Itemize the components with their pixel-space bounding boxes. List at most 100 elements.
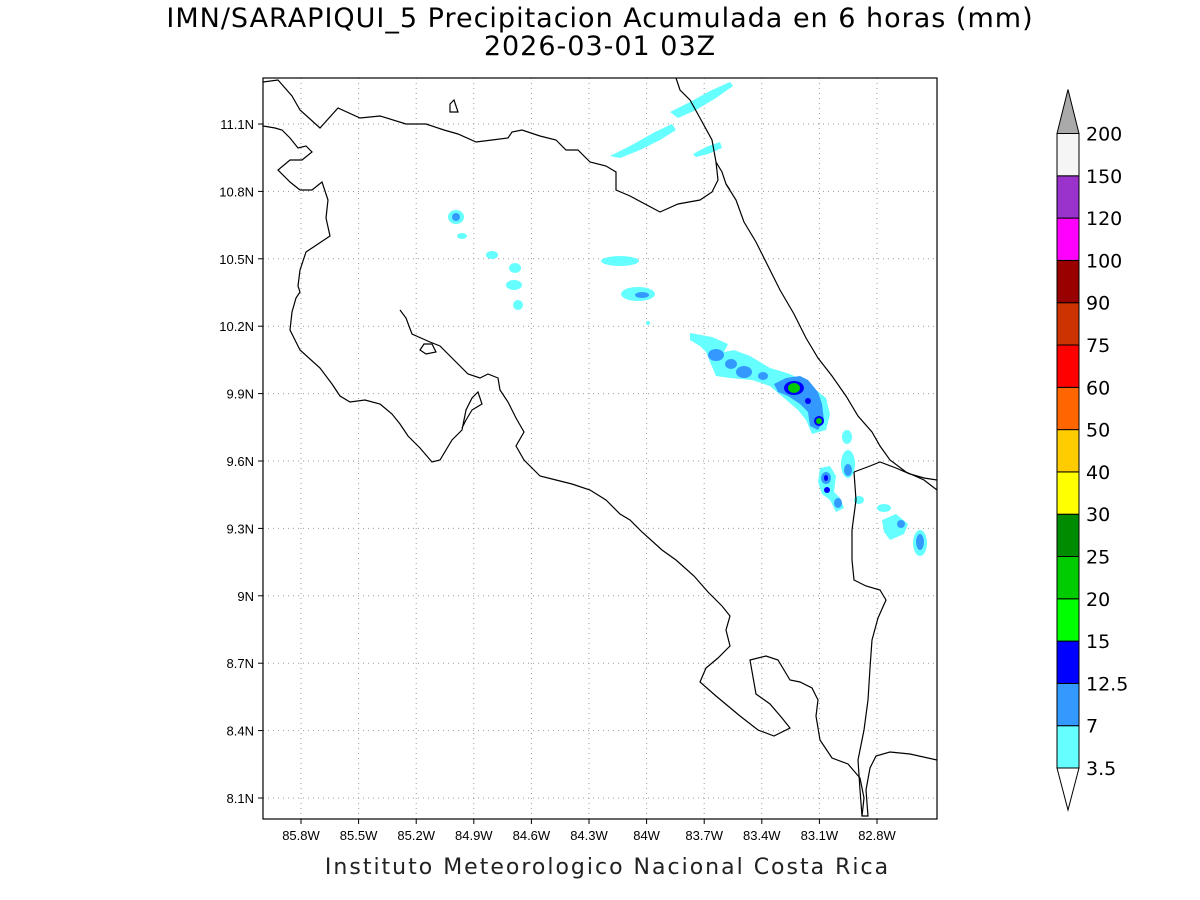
precip-area [842,430,852,444]
legend-label: 40 [1086,462,1110,484]
caribbean-coast [675,78,717,163]
legend-label: 75 [1086,335,1110,357]
y-tick-label: 8.1N [227,791,254,806]
legend-swatch [1056,429,1080,473]
y-tick-label: 10.8N [219,184,254,199]
coastline-nicaragua-west [263,125,483,463]
legend-label: 20 [1086,589,1110,611]
precip-area [513,300,523,310]
y-tick-label: 9N [237,589,254,604]
precip-area [506,280,522,290]
precip-area [452,213,460,221]
precip-area [816,418,822,424]
precip-area [834,498,842,508]
legend-swatch [1056,598,1080,642]
precip-area [897,520,905,528]
precip-area [708,349,724,361]
precip-area [635,292,649,298]
plot-frame [262,77,938,820]
credit-text: Instituto Meteorologico Nacional Costa R… [324,855,891,880]
legend-swatch [1056,302,1080,346]
legend-colorbar: 3.5 7 12.5 15 20 25 30 40 50 60 75 90 100 120 150 200 [1056,89,1128,812]
y-tick-label: 8.7N [227,656,254,671]
x-tick-label: 83.4W [743,828,781,843]
legend-swatch [1056,513,1080,558]
nicaragua-border [263,79,719,213]
legend-label: 90 [1086,293,1110,315]
legend-swatch [1056,640,1080,684]
caribbean-coastline [725,183,937,491]
precip-area [854,496,864,504]
y-tick-label: 10.5N [219,252,254,267]
legend-swatch [1056,471,1080,515]
x-tick-label: 84.6W [513,828,551,843]
x-tick-label: 84.3W [570,828,608,843]
precip-area [509,263,521,273]
map-title: IMN/SARAPIQUI_5 Precipitacion Acumulada … [166,3,1034,34]
precip-area [882,514,908,540]
nicoya-gulf [399,309,865,817]
precip-area [670,82,733,118]
legend-label: 25 [1086,547,1110,569]
precip-area [844,464,852,476]
legend-label: 200 [1086,124,1122,146]
grid-lines [263,78,937,819]
precip-area [610,124,676,158]
legend-swatch [1056,725,1080,769]
legend-label: 100 [1086,250,1122,272]
x-tick-label: 85.8W [282,828,320,843]
x-axis: 85.8W 85.5W 85.2W 84.9W 84.6W 84.3W 84W 83.7W 83… [282,819,897,843]
legend-label: 30 [1086,504,1110,526]
y-tick-label: 8.4N [227,724,254,739]
precip-area [788,383,800,393]
coastline-layer [263,78,937,817]
legend-swatch [1056,682,1080,727]
legend-swatch [1056,259,1080,304]
y-tick-label: 10.2N [219,319,254,334]
precip-area [824,487,830,493]
precip-area [486,251,498,259]
x-tick-label: 85.2W [397,828,435,843]
precipitation-layer [448,82,927,556]
x-tick-label: 85.5W [340,828,378,843]
lake-nicaragua-island [449,98,459,113]
map-subtitle: 2026-03-01 03Z [483,31,717,62]
precip-area [805,398,811,404]
legend-label: 120 [1086,208,1122,230]
x-tick-label: 83.1W [801,828,839,843]
precip-area [725,359,737,369]
legend-label: 7 [1086,716,1098,738]
precip-area [690,333,830,434]
legend-label: 50 [1086,420,1110,442]
legend-swatch [1056,175,1080,219]
y-tick-label: 9.3N [227,521,254,536]
precip-area [758,372,768,380]
y-tick-label: 9.9N [227,387,254,402]
y-axis: 11.1N 10.8N 10.5N 10.2N 9.9N 9.6N 9.3N 9N 8.7N 8.… [219,117,263,806]
precip-area [824,475,828,481]
legend-swatch [1056,344,1080,388]
legend-swatch [1056,556,1080,600]
y-tick-label: 9.6N [227,454,254,469]
precip-area [916,534,924,550]
legend-label: 12.5 [1086,673,1128,695]
legend-label: 3.5 [1086,758,1116,780]
legend-label: 60 [1086,377,1110,399]
panama-border [853,461,937,481]
panama-border-south [851,471,937,817]
precip-area [877,504,891,512]
legend-swatch [1056,133,1080,177]
y-tick-label: 11.1N [220,117,254,132]
lake-island [419,343,437,355]
precip-area [736,366,752,378]
precip-area [601,256,639,266]
legend-label: 15 [1086,631,1110,653]
precip-area [646,321,650,325]
x-tick-label: 84W [633,828,660,843]
legend-overflow-triangle [1056,89,1080,134]
precip-area [693,142,722,157]
legend-label: 150 [1086,166,1122,188]
precip-area [457,233,467,239]
x-tick-label: 83.7W [685,828,723,843]
